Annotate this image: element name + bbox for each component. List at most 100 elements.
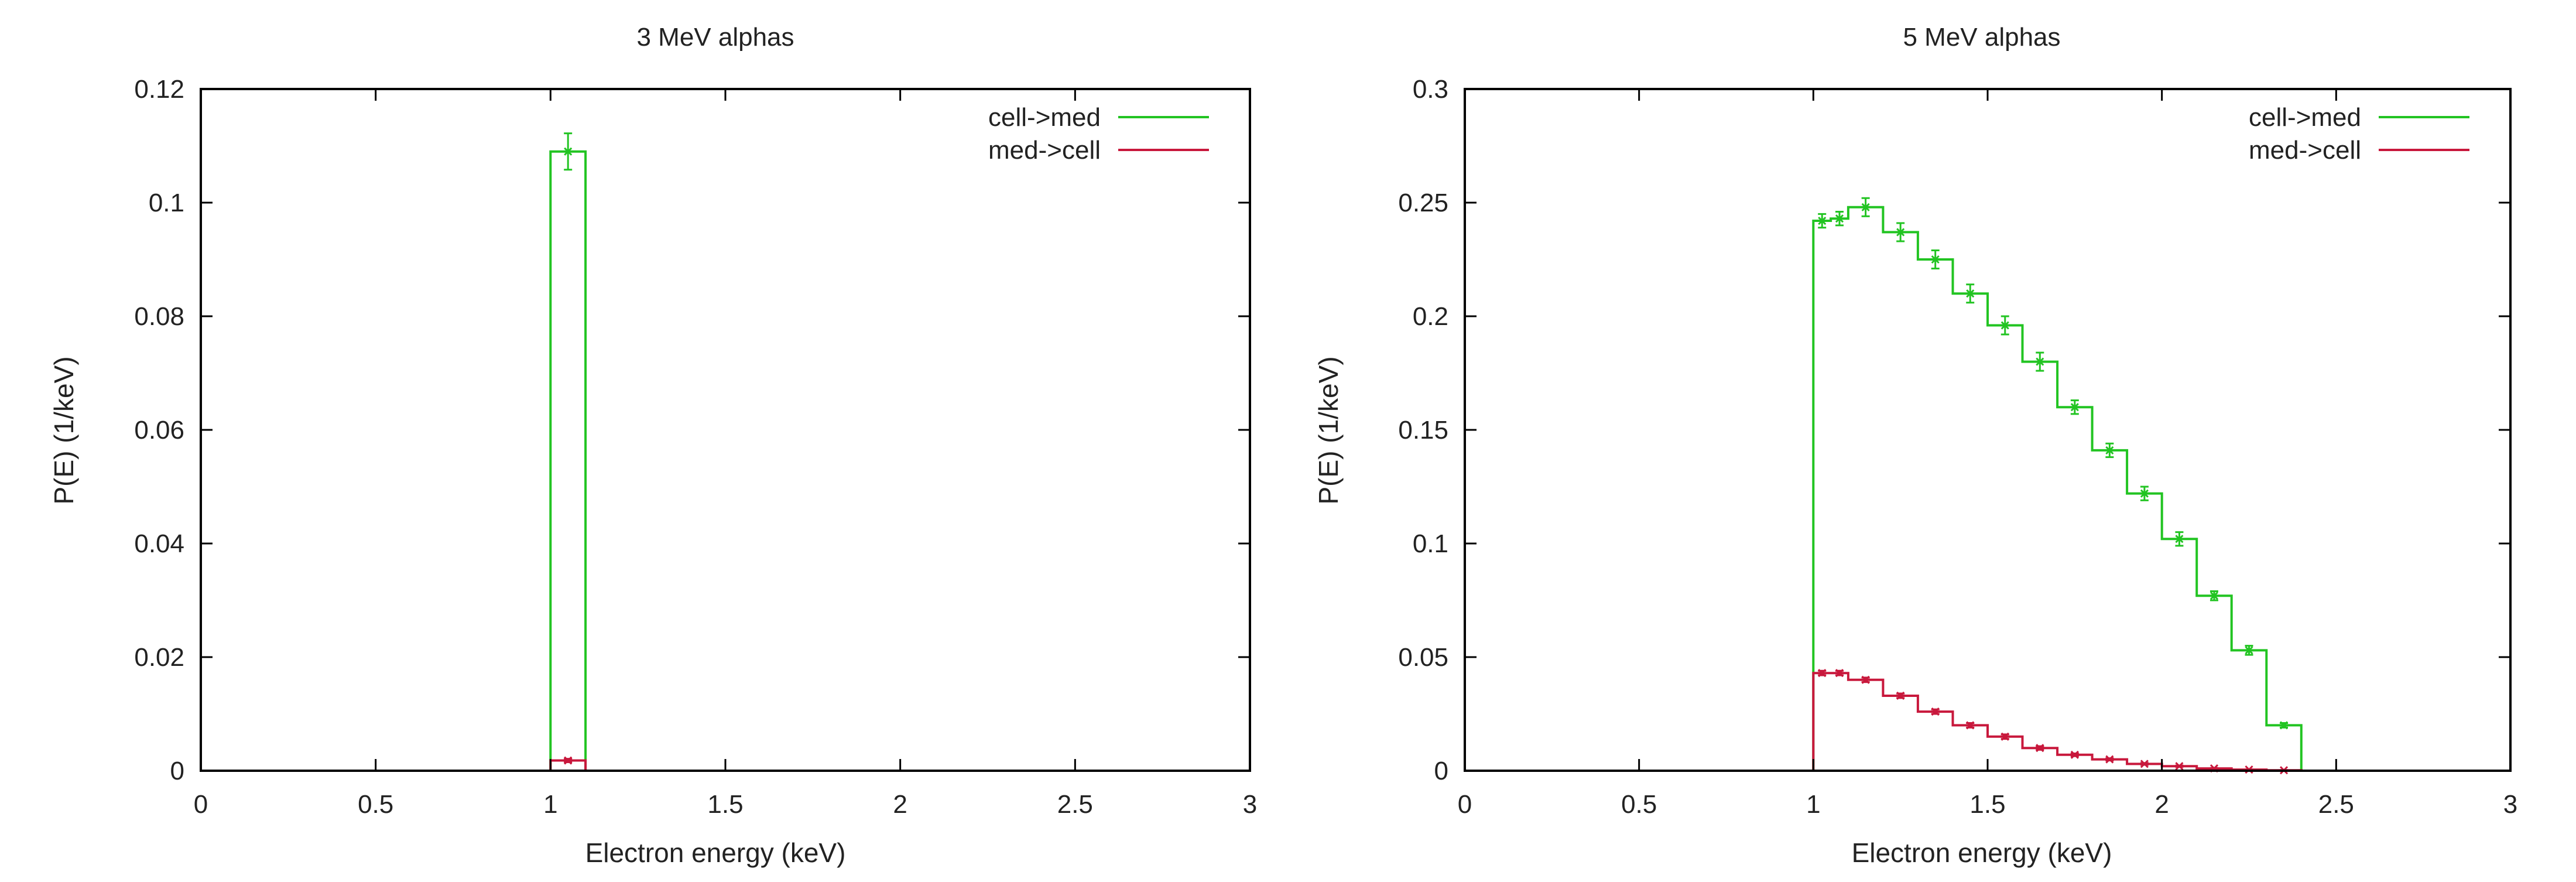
- x-tick-label: 2: [2154, 790, 2169, 819]
- y-tick-label: 0.1: [149, 189, 184, 217]
- data-point: [1835, 669, 1844, 678]
- point-marker: [2245, 646, 2253, 655]
- point-marker: [2140, 760, 2149, 768]
- chart-panel-3mev: 3 MeV alphas Electron energy (keV) P(E) …: [49, 23, 1257, 868]
- point-marker: [1966, 289, 1975, 298]
- data-point: [1861, 197, 1870, 217]
- point-marker: [1861, 675, 1870, 684]
- y-axis-label: P(E) (1/keV): [1313, 356, 1344, 504]
- point-marker: [2036, 744, 2044, 753]
- x-tick-label: 3: [1243, 790, 1257, 819]
- chart-title: 5 MeV alphas: [1903, 23, 2060, 52]
- data-point: [1931, 249, 1940, 270]
- legend: cell->med med->cell: [988, 103, 1209, 165]
- data-point: [1966, 721, 1975, 730]
- data-point: [1931, 707, 1940, 716]
- chart-panel-5mev: 5 MeV alphas Electron energy (keV) P(E) …: [1313, 23, 2517, 868]
- legend-label: cell->med: [2249, 103, 2361, 132]
- point-marker: [2000, 321, 2009, 330]
- y-tick-label: 0.12: [134, 75, 184, 104]
- point-marker: [2070, 750, 2079, 759]
- x-tick-label: 1: [543, 790, 557, 819]
- data-point: [564, 132, 573, 171]
- data-point: [2070, 750, 2079, 759]
- point-marker: [2175, 762, 2184, 771]
- y-axis-label: P(E) (1/keV): [49, 356, 79, 504]
- legend-label: med->cell: [988, 136, 1101, 165]
- x-tick-label: 0.5: [1621, 790, 1657, 819]
- legend: cell->med med->cell: [2249, 103, 2469, 165]
- x-tick-label: 2: [893, 790, 907, 819]
- y-tick-label: 0: [1434, 757, 1448, 785]
- x-axis-label: Electron energy (keV): [1852, 837, 2112, 868]
- point-marker: [2210, 592, 2219, 600]
- data-point: [1835, 211, 1844, 227]
- point-marker: [564, 147, 573, 156]
- x-tick-label: 2.5: [2318, 790, 2354, 819]
- x-tick-label: 3: [2503, 790, 2517, 819]
- x-tick-label: 1: [1806, 790, 1820, 819]
- point-marker: [1931, 255, 1940, 264]
- x-tick-label: 0: [194, 790, 208, 819]
- data-point: [564, 756, 573, 765]
- x-tick-label: 1.5: [707, 790, 743, 819]
- point-marker: [2105, 446, 2114, 454]
- point-marker: [1835, 214, 1844, 223]
- data-point: [2140, 486, 2149, 501]
- x-axis-label: Electron energy (keV): [585, 837, 846, 868]
- point-marker: [2036, 357, 2044, 366]
- plot-area: 0 0.5 1 1.5 2 2.5 3 0 0.05 0.1 0.15 0.2 0.25 0.3: [1398, 75, 2517, 819]
- point-marker: [1861, 203, 1870, 211]
- y-tick-label: 0.2: [1413, 302, 1448, 331]
- x-tick-label: 0: [1458, 790, 1472, 819]
- point-marker: [1896, 691, 1905, 700]
- legend-label: cell->med: [988, 103, 1101, 132]
- data-point: [1896, 691, 1905, 700]
- data-point: [1966, 283, 1975, 304]
- point-marker: [2175, 535, 2184, 543]
- y-tick-label: 0.06: [134, 416, 184, 445]
- legend-label: med->cell: [2249, 136, 2361, 165]
- y-tick-label: 0.08: [134, 302, 184, 331]
- data-point: [2000, 732, 2009, 741]
- y-tick-label: 0.04: [134, 529, 184, 558]
- data-point: [1818, 213, 1827, 229]
- x-tick-label: 0.5: [358, 790, 393, 819]
- data-point: [2279, 721, 2289, 730]
- data-point: [2000, 315, 2009, 336]
- point-marker: [2105, 755, 2114, 764]
- x-tick-label: 1.5: [1969, 790, 2005, 819]
- data-point: [2070, 399, 2079, 415]
- point-marker: [2140, 489, 2149, 498]
- point-marker: [564, 756, 573, 765]
- series-line-med-to-cell: [1465, 672, 2510, 772]
- point-marker: [2000, 732, 2009, 741]
- chart-title: 3 MeV alphas: [636, 23, 794, 52]
- data-point: [2175, 762, 2184, 771]
- point-marker: [2279, 721, 2289, 730]
- data-point: [1818, 669, 1827, 678]
- y-tick-label: 0.05: [1398, 643, 1448, 672]
- plot-area: 0 0.5 1 1.5 2 2.5 3 0 0.02 0.04 0.06 0.08 0.1 0.12: [134, 75, 1257, 819]
- data-point: [2036, 744, 2044, 753]
- y-tick-label: 0.15: [1398, 416, 1448, 445]
- data-point: [2210, 590, 2219, 601]
- point-marker: [1966, 721, 1975, 730]
- y-tick-label: 0.02: [134, 643, 184, 672]
- data-point: [2105, 755, 2114, 764]
- data-point: [2245, 645, 2253, 656]
- point-marker: [1896, 228, 1905, 237]
- data-point: [2140, 760, 2149, 768]
- y-tick-label: 0.25: [1398, 189, 1448, 217]
- data-point: [2175, 531, 2184, 547]
- y-tick-label: 0.3: [1413, 75, 1448, 104]
- point-marker: [1835, 669, 1844, 678]
- data-point: [1861, 675, 1870, 684]
- x-tick-label: 2.5: [1057, 790, 1093, 819]
- point-marker: [2070, 403, 2079, 412]
- point-marker: [1818, 216, 1827, 225]
- data-point: [2036, 351, 2044, 372]
- point-marker: [1931, 707, 1940, 716]
